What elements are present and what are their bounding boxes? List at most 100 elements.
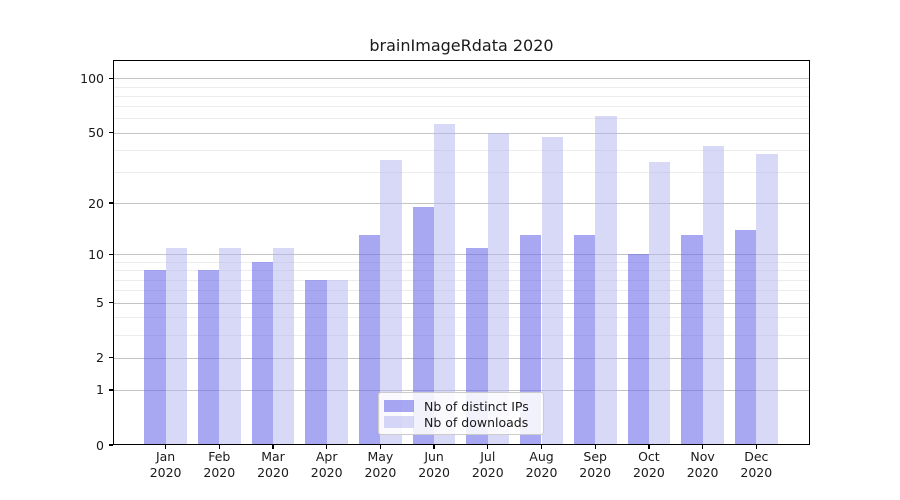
- gridline-minor: [113, 290, 810, 292]
- bar-downloads-nov: [702, 146, 724, 445]
- y-tick-label: 5: [96, 295, 104, 311]
- gridline-minor: [113, 86, 810, 88]
- y-tick-mark: [109, 77, 113, 79]
- gridline-minor: [113, 262, 810, 263]
- x-tick-month: Apr: [315, 449, 338, 464]
- gridline-major: [113, 254, 810, 256]
- x-tick-month: Jul: [480, 449, 496, 464]
- x-tick-mark: [433, 445, 435, 449]
- x-tick-mark: [326, 445, 328, 449]
- bar-downloads-dec: [756, 153, 778, 445]
- bar-downloads-mar: [273, 247, 295, 445]
- x-tick-mark: [218, 445, 220, 449]
- y-tick-label: 50: [88, 125, 104, 140]
- x-tick-year: 2020: [203, 464, 236, 480]
- x-tick-label-dec: Dec 2020: [724, 449, 788, 480]
- x-tick-mark: [379, 445, 382, 449]
- legend-item-downloads: Nb of downloads: [384, 414, 535, 430]
- x-tick-mark: [164, 445, 167, 449]
- bar-downloads-oct: [648, 162, 671, 445]
- gridline-minor: [113, 334, 810, 336]
- y-tick-label: 2: [96, 350, 104, 366]
- bar-downloads-aug: [541, 137, 563, 445]
- x-tick-label-sep: Sep 2020: [563, 449, 627, 480]
- bar-downloads-jun: [434, 123, 456, 445]
- x-tick-mark: [648, 445, 650, 449]
- x-tick-mark: [540, 445, 543, 449]
- y-tick-label: 1: [96, 382, 104, 398]
- x-tick-mark: [594, 445, 596, 449]
- legend: Nb of distinct IPs Nb of downloads: [378, 392, 544, 435]
- x-tick-month: Oct: [638, 449, 660, 464]
- x-tick-year: 2020: [310, 464, 343, 480]
- x-tick-year: 2020: [471, 464, 504, 480]
- bar-downloads-sep: [595, 115, 617, 445]
- bar-downloads-feb: [219, 247, 241, 445]
- x-tick-month: Dec: [744, 449, 769, 464]
- gridline-minor: [113, 279, 810, 281]
- legend-label-distinct-ips: Nb of distinct IPs: [424, 398, 529, 414]
- bar-distinct-ips-dec: [734, 229, 757, 445]
- y-tick-label: 10: [88, 246, 104, 262]
- bar-distinct-ips-oct: [627, 254, 649, 445]
- bar-downloads-apr: [326, 279, 349, 445]
- gridline-major: [113, 389, 810, 391]
- x-tick-month: Aug: [529, 449, 554, 464]
- x-tick-mark: [272, 445, 274, 449]
- x-tick-label-apr: Apr 2020: [295, 449, 359, 480]
- bar-downloads-may: [380, 160, 402, 445]
- y-tick-label: 0: [96, 437, 104, 453]
- x-tick-month: Nov: [690, 449, 715, 464]
- y-tick-label: 20: [88, 195, 104, 211]
- x-tick-label-jun: Jun 2020: [402, 449, 466, 480]
- x-tick-year: 2020: [686, 464, 719, 480]
- bar-distinct-ips-sep: [573, 235, 596, 445]
- bar-distinct-ips-jun: [412, 206, 435, 445]
- y-tick-mark: [109, 389, 113, 391]
- bar-downloads-jul: [487, 132, 510, 445]
- x-tick-year: 2020: [632, 464, 665, 480]
- x-tick-label-aug: Aug 2020: [510, 449, 574, 480]
- bar-distinct-ips-may: [359, 235, 381, 445]
- bar-distinct-ips-nov: [681, 235, 703, 445]
- gridline-minor: [113, 172, 810, 174]
- y-tick-label: 100: [80, 70, 104, 86]
- gridline-minor: [113, 149, 810, 151]
- x-tick-label-jul: Jul 2020: [456, 449, 520, 480]
- x-tick-label-mar: Mar 2020: [241, 449, 305, 480]
- y-tick-mark: [109, 357, 113, 359]
- x-tick-year: 2020: [364, 464, 397, 480]
- x-tick-month: Feb: [208, 449, 231, 464]
- x-tick-year: 2020: [257, 464, 289, 480]
- legend-label-downloads: Nb of downloads: [424, 414, 529, 430]
- x-tick-year: 2020: [740, 464, 773, 480]
- gridline-major: [113, 302, 810, 304]
- x-tick-year: 2020: [418, 464, 450, 480]
- legend-swatch-distinct-ips: [384, 400, 414, 412]
- bar-distinct-ips-mar: [251, 262, 273, 445]
- x-tick-month: Sep: [583, 449, 607, 464]
- x-tick-year: 2020: [579, 464, 612, 480]
- x-tick-label-jan: Jan 2020: [134, 449, 198, 480]
- gridline-major: [113, 203, 810, 204]
- gridline-minor: [113, 95, 810, 97]
- y-tick-mark: [109, 131, 113, 134]
- gridline-major: [113, 78, 810, 80]
- bar-downloads-jan: [165, 247, 187, 445]
- x-tick-year: 2020: [149, 464, 182, 480]
- x-tick-mark: [701, 445, 704, 449]
- y-tick-mark: [109, 202, 113, 204]
- x-tick-label-oct: Oct 2020: [617, 449, 681, 480]
- bar-distinct-ips-apr: [305, 279, 327, 445]
- x-tick-month: Mar: [261, 449, 285, 464]
- x-tick-month: Jan: [155, 449, 176, 464]
- x-tick-month: May: [367, 449, 394, 464]
- legend-item-distinct-ips: Nb of distinct IPs: [384, 398, 535, 414]
- gridline-minor: [113, 317, 810, 319]
- x-tick-label-nov: Nov 2020: [671, 449, 735, 480]
- x-tick-mark: [487, 445, 489, 449]
- x-tick-year: 2020: [525, 464, 558, 480]
- gridline-minor: [113, 118, 810, 120]
- bar-distinct-ips-feb: [197, 270, 220, 445]
